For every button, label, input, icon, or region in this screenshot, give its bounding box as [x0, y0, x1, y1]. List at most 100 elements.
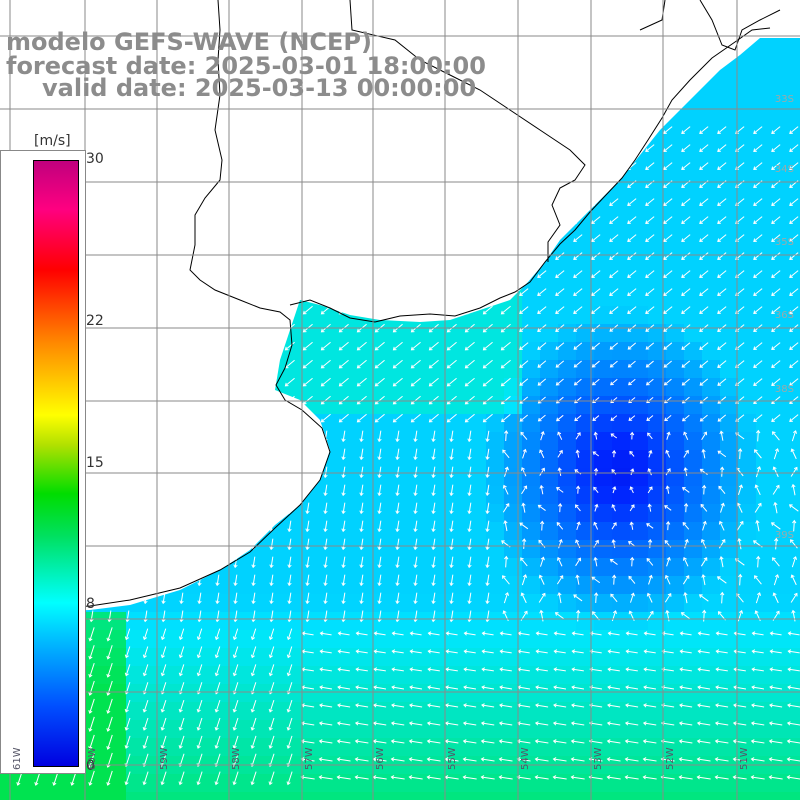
wind-arrow-head	[753, 328, 757, 332]
wind-arrow	[89, 716, 95, 732]
wind-arrow	[179, 664, 185, 676]
wind-cell	[414, 432, 432, 450]
wind-arrow	[556, 575, 564, 585]
wind-cell	[594, 522, 612, 540]
wind-arrow	[517, 722, 531, 726]
wind-cell	[792, 648, 800, 666]
wind-arrow	[645, 198, 655, 206]
wind-arrow	[645, 342, 655, 350]
wind-cell	[126, 684, 144, 702]
wind-arrow-head	[558, 538, 563, 543]
wind-arrow	[486, 556, 490, 568]
wind-arrow-head	[627, 328, 632, 332]
wind-arrow	[645, 288, 655, 296]
wind-arrow-head	[753, 202, 757, 206]
wind-cell	[468, 378, 486, 396]
wind-cell	[666, 414, 684, 432]
wind-arrow	[771, 378, 781, 386]
wind-cell	[396, 432, 414, 450]
wind-arrow	[502, 503, 510, 513]
wind-arrow	[427, 722, 441, 726]
wind-cell	[792, 450, 800, 468]
wind-arrow-head	[482, 346, 487, 351]
wind-arrow-head	[197, 600, 202, 605]
wind-arrow	[774, 502, 778, 514]
wind-arrow	[665, 468, 671, 476]
wind-arrow	[396, 556, 400, 568]
wind-cell	[108, 738, 126, 756]
wind-arrow-head	[502, 575, 506, 579]
wind-arrow	[721, 467, 723, 477]
wind-arrow-head	[392, 400, 397, 405]
wind-arrow-head	[480, 721, 485, 726]
wind-arrow	[450, 430, 454, 442]
wind-arrow	[360, 574, 364, 586]
wind-arrow	[89, 627, 95, 641]
wind-arrow	[521, 592, 527, 604]
wind-arrow-head	[160, 672, 165, 677]
wind-arrow-head	[774, 574, 780, 578]
wind-arrow-head	[717, 202, 721, 206]
wind-cell	[720, 270, 738, 288]
wind-arrow-head	[609, 292, 613, 296]
wind-arrow	[681, 306, 691, 314]
wind-cell	[54, 792, 72, 800]
wind-arrow-head	[449, 528, 454, 533]
wind-arrow	[483, 413, 493, 423]
wind-arrow-head	[555, 346, 560, 350]
wind-cell	[306, 306, 324, 324]
wind-arrow-head	[665, 449, 670, 454]
wind-arrow	[647, 432, 653, 440]
wind-cell	[324, 792, 342, 800]
wind-arrow	[716, 632, 728, 636]
wind-arrow	[754, 575, 762, 585]
wind-arrow-head	[577, 557, 582, 562]
wind-cell	[630, 234, 648, 252]
wind-cell	[306, 522, 324, 540]
wind-cell	[684, 306, 702, 324]
wind-arrow-head	[537, 504, 542, 509]
wind-arrow-head	[665, 485, 670, 490]
wind-cell	[378, 414, 396, 432]
wind-arrow-head	[553, 667, 558, 672]
wind-cell	[594, 450, 612, 468]
wind-cell	[270, 702, 288, 720]
wind-arrow-head	[697, 703, 701, 708]
wind-cell	[558, 252, 576, 270]
wind-arrow	[574, 396, 582, 404]
wind-cell	[126, 612, 144, 630]
wind-arrow-head	[735, 148, 739, 152]
wind-arrow-head	[717, 450, 722, 455]
wind-arrow-head	[609, 256, 613, 260]
wind-arrow-head	[593, 431, 598, 436]
wind-cell	[558, 324, 576, 342]
wind-arrow-head	[663, 328, 667, 332]
wind-arrow-head	[355, 703, 359, 708]
wind-arrow-head	[413, 510, 418, 515]
wind-arrow	[717, 378, 727, 386]
wind-arrow	[535, 704, 549, 708]
wind-arrow-head	[395, 618, 400, 623]
wind-cell	[594, 594, 612, 612]
wind-arrow	[791, 448, 797, 460]
wind-cell	[540, 414, 558, 432]
wind-cell	[144, 792, 162, 800]
wind-arrow	[772, 485, 780, 495]
wind-arrow-head	[445, 649, 450, 654]
wind-arrow	[303, 395, 313, 405]
wind-arrow-head	[520, 431, 525, 436]
wind-arrow	[320, 632, 332, 636]
wind-arrow	[501, 395, 511, 405]
wind-arrow	[610, 360, 618, 368]
wind-arrow-head	[522, 574, 528, 578]
wind-arrow	[523, 539, 525, 549]
wind-cell	[720, 396, 738, 414]
wind-cell	[126, 630, 144, 648]
wind-arrow-head	[464, 418, 469, 423]
wind-arrow	[666, 432, 670, 440]
wind-arrow	[664, 360, 672, 368]
wind-arrow-head	[593, 556, 598, 561]
wind-arrow-head	[595, 539, 599, 544]
wind-arrow-head	[482, 418, 487, 423]
wind-arrow	[324, 466, 328, 478]
